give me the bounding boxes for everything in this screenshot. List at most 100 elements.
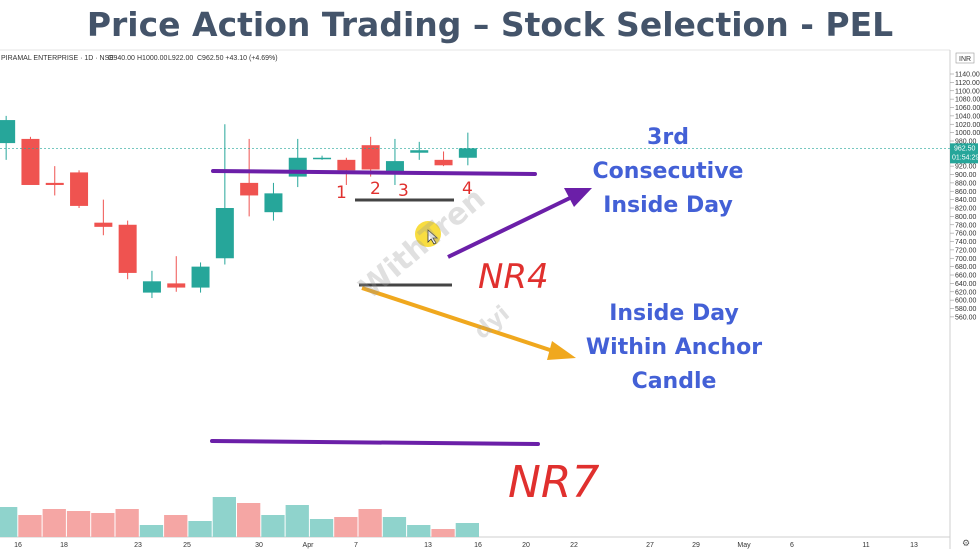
x-tick-label: 16	[474, 542, 482, 549]
candle-body	[434, 159, 453, 166]
y-tick-label: 920.00	[955, 164, 977, 171]
close-value: C962.50 +43.10 (+4.69%)	[197, 55, 278, 62]
volume-bar	[66, 511, 91, 537]
day-number-4: 4	[462, 179, 473, 199]
y-tick-label: 820.00	[955, 206, 977, 213]
support-line[interactable]	[210, 439, 540, 446]
y-tick-label: 760.00	[955, 231, 977, 238]
consecutive-arrowhead	[564, 188, 592, 207]
candle-body	[45, 182, 64, 185]
candle-body	[361, 145, 380, 170]
x-tick-label: 27	[646, 542, 654, 549]
candle-body	[118, 224, 137, 273]
nr4-label: NR4	[478, 257, 549, 297]
x-tick-label: 7	[354, 542, 358, 549]
y-tick-label: 900.00	[955, 172, 977, 179]
inside-note-line-2: Within Anchor	[586, 335, 762, 360]
last-price-label: 962.50	[954, 145, 976, 152]
candle-body	[240, 182, 259, 196]
candle-body	[70, 172, 89, 206]
inside-day-arrowhead	[547, 341, 576, 360]
consecutive-arrow[interactable]	[447, 195, 573, 259]
day-number-1: 1	[336, 183, 347, 203]
currency-box[interactable]	[955, 52, 975, 64]
candle-body	[313, 157, 332, 160]
y-tick-label: 1020.00	[955, 122, 980, 129]
x-tick-label: 16	[14, 542, 22, 549]
mouse-pointer-icon	[427, 229, 439, 245]
volume-bar	[334, 517, 358, 537]
candle-body	[264, 193, 283, 213]
consecutive-note-line-2: Consecutive	[593, 159, 744, 184]
high-value: H1000.00	[137, 55, 167, 62]
candle-body	[458, 148, 477, 158]
candle-body	[0, 120, 16, 144]
x-tick-label: 20	[522, 542, 530, 549]
volume-bar	[91, 513, 115, 537]
y-tick-label: 720.00	[955, 247, 977, 254]
y-tick-label: 740.00	[955, 239, 977, 246]
volume-bar	[358, 509, 382, 537]
resistance-line[interactable]	[211, 169, 537, 176]
y-tick-label: 600.00	[955, 298, 977, 305]
volume-bar	[115, 509, 139, 537]
x-tick-label: May	[737, 542, 751, 549]
volume-bar	[407, 525, 431, 537]
volume-bar	[431, 529, 455, 537]
candle-body	[191, 266, 210, 288]
volume-bar	[455, 523, 479, 537]
volume-bar	[139, 525, 164, 537]
candle-body	[337, 159, 356, 171]
x-tick-label: 30	[255, 542, 263, 549]
y-tick-label: 880.00	[955, 180, 977, 187]
x-tick-label: 22	[570, 542, 578, 549]
y-tick-label: 580.00	[955, 306, 977, 313]
y-tick-label: 1120.00	[955, 80, 980, 87]
time-axis[interactable]: 16 18 23 25 30 Apr 7 13 16 20 22 27 29 May 6 11 13	[14, 542, 918, 549]
candle-body	[21, 138, 40, 185]
y-tick-label: 800.00	[955, 214, 977, 221]
inside-day-arrow[interactable]	[361, 286, 557, 354]
x-tick-label: 25	[183, 542, 191, 549]
day-number-2: 2	[370, 179, 381, 199]
y-tick-label: 640.00	[955, 281, 977, 288]
y-tick-label: 700.00	[955, 256, 977, 263]
y-tick-label: 1080.00	[955, 97, 980, 104]
y-tick-label: 680.00	[955, 264, 977, 271]
y-tick-label: 860.00	[955, 189, 977, 196]
y-tick-label: 1100.00	[955, 88, 980, 95]
x-tick-label: 23	[134, 542, 142, 549]
x-tick-label: 13	[424, 542, 432, 549]
day-number-3: 3	[398, 181, 409, 201]
currency-label: INR	[959, 56, 971, 63]
volume-bar	[212, 497, 236, 537]
y-tick-label: 1040.00	[955, 113, 980, 120]
candles	[0, 115, 950, 299]
candle-body	[94, 222, 113, 227]
countdown-label: 01:54:29	[952, 154, 979, 161]
volume-bar	[309, 519, 334, 537]
y-tick-label: 560.00	[955, 314, 977, 321]
volume-bar	[261, 515, 285, 537]
candle-body	[410, 150, 429, 153]
settings-gear-icon[interactable]: ⚙	[962, 539, 970, 549]
candle-body	[167, 283, 186, 288]
low-value: L922.00	[168, 55, 193, 62]
x-tick-label: 11	[862, 542, 869, 549]
consecutive-note-line-3: Inside Day	[603, 193, 733, 218]
candle-body	[142, 281, 161, 293]
x-tick-label: 18	[60, 542, 68, 549]
y-tick-label: 1140.00	[955, 72, 980, 79]
inside-note-line-1: Inside Day	[609, 301, 739, 326]
y-tick-label: 980.00	[955, 139, 977, 146]
symbol-label[interactable]: PIRAMAL ENTERPRISE · 1D · NSE	[1, 55, 114, 62]
volume-bar	[18, 515, 42, 537]
consecutive-note-line-1: 3rd	[647, 125, 689, 150]
volume-bar	[285, 505, 309, 537]
volume-bar	[42, 509, 66, 537]
y-tick-label: 840.00	[955, 197, 977, 204]
y-tick-label: 780.00	[955, 222, 977, 229]
x-tick-label: 13	[910, 542, 918, 549]
